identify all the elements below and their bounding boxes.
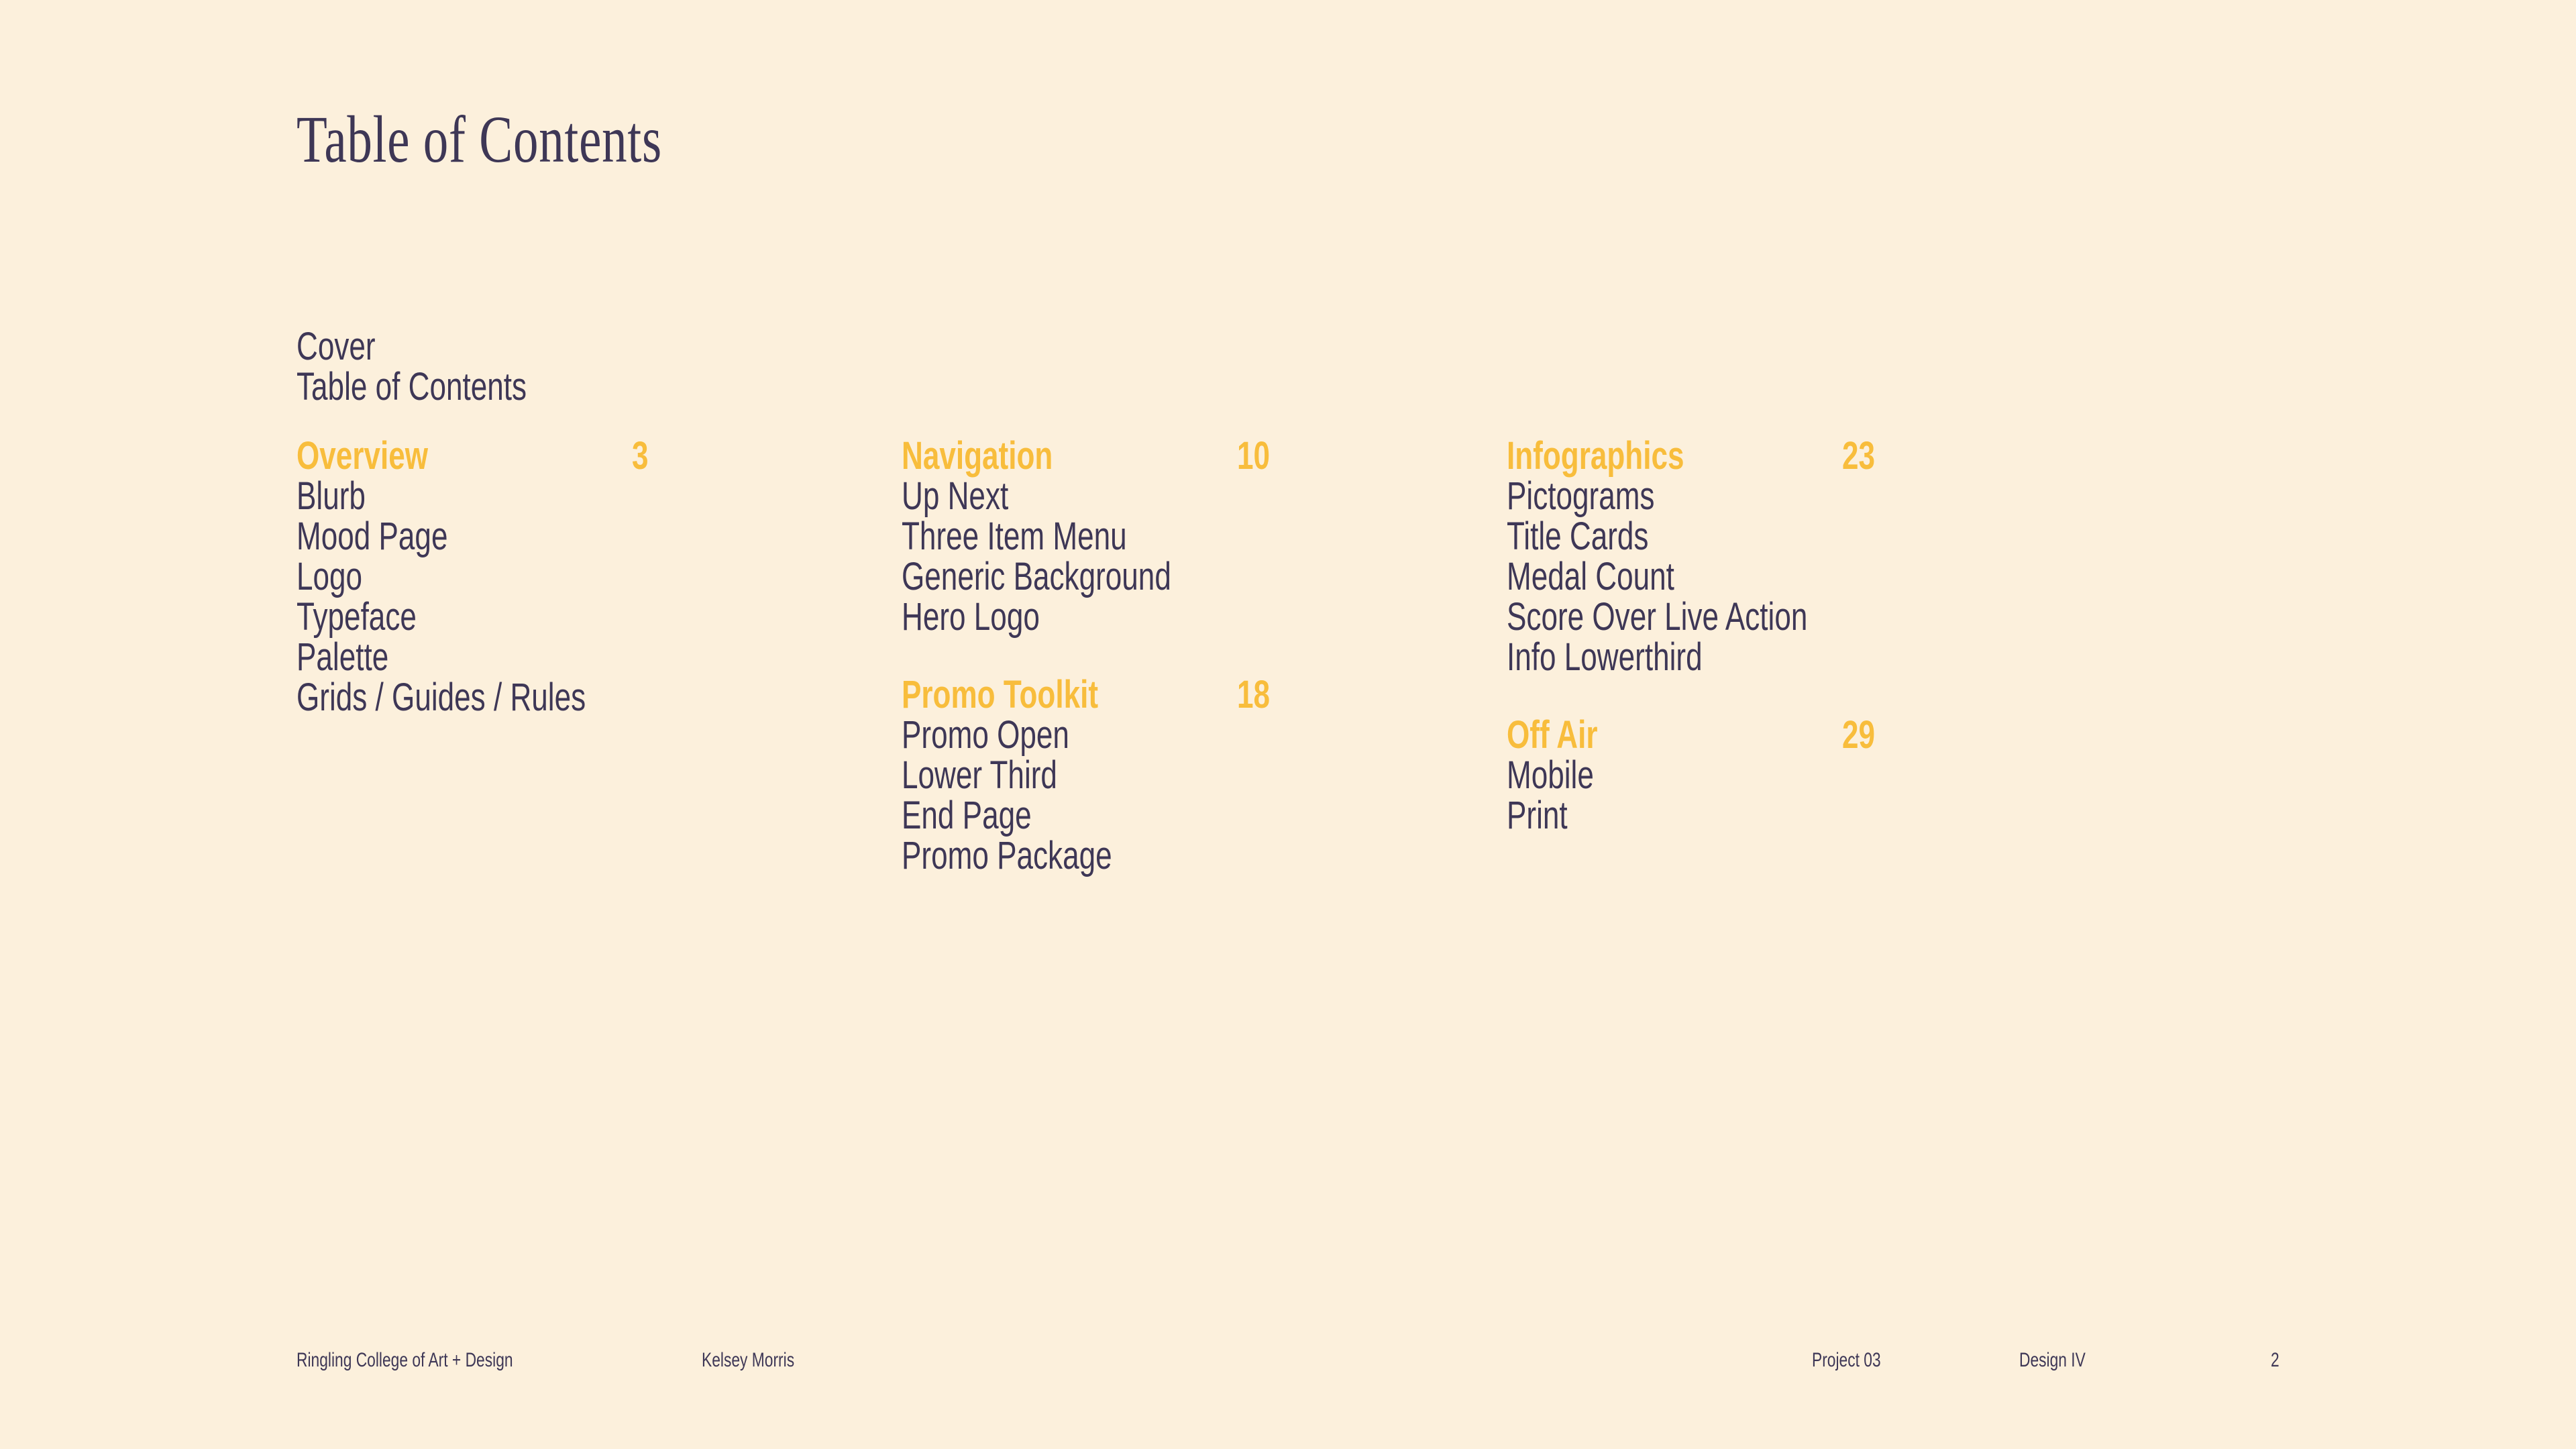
- page-title-text: Table of Contents: [297, 102, 662, 176]
- toc-intro-list: Cover Table of Contents: [297, 327, 599, 407]
- toc-entry: Three Item Menu: [902, 515, 1127, 558]
- toc-entry: Hero Logo: [902, 595, 1040, 639]
- toc-entry: Info Lowerthird: [1507, 635, 1703, 679]
- section-heading: Overview: [297, 434, 429, 478]
- toc-entry: Logo: [297, 555, 363, 598]
- toc-entry: Title Cards: [1507, 515, 1649, 558]
- toc-intro-item-cover: Cover: [297, 325, 376, 368]
- toc-entry: Palette: [297, 635, 389, 679]
- section-heading: Promo Toolkit: [902, 673, 1099, 716]
- toc-entry: Generic Background: [902, 555, 1171, 598]
- section-heading-row: Promo Toolkit 18: [902, 675, 1507, 715]
- toc-entry: Mobile: [1507, 753, 1594, 797]
- section-off-air: Off Air 29 Mobile Print: [1507, 715, 2112, 836]
- toc-column-1: Overview 3 Blurb Mood Page Logo Typeface…: [297, 436, 902, 718]
- toc-entry: Mood Page: [297, 515, 448, 558]
- section-heading-row: Infographics 23: [1507, 436, 2112, 476]
- toc-entry: Typeface: [297, 595, 417, 639]
- section-infographics: Infographics 23 Pictograms Title Cards M…: [1507, 436, 2112, 678]
- section-page-number: 10: [1237, 434, 1271, 478]
- toc-entry: Grids / Guides / Rules: [297, 676, 586, 719]
- toc-entry: Score Over Live Action: [1507, 595, 1808, 639]
- toc-entry: Blurb: [297, 474, 366, 518]
- footer-course: Design IV: [2019, 1349, 2086, 1371]
- section-page-number: 3: [632, 434, 649, 478]
- footer-page-number: 2: [2271, 1349, 2279, 1371]
- section-heading-row: Overview 3: [297, 436, 902, 476]
- toc-entry: Print: [1507, 794, 1568, 837]
- section-entries: Up Next Three Item Menu Generic Backgrou…: [902, 476, 1507, 637]
- section-heading: Off Air: [1507, 713, 1598, 757]
- section-page-number: 29: [1842, 713, 1876, 757]
- section-entries: Blurb Mood Page Logo Typeface Palette Gr…: [297, 476, 902, 718]
- section-page-number: 23: [1842, 434, 1876, 478]
- section-promo-toolkit: Promo Toolkit 18 Promo Open Lower Third …: [902, 675, 1507, 876]
- section-heading: Navigation: [902, 434, 1053, 478]
- section-entries: Promo Open Lower Third End Page Promo Pa…: [902, 715, 1507, 876]
- toc-entry: Promo Open: [902, 713, 1069, 757]
- page-title: Table of Contents: [297, 106, 784, 173]
- section-heading: Infographics: [1507, 434, 1684, 478]
- toc-entry: Promo Package: [902, 834, 1112, 877]
- toc-column-3: Infographics 23 Pictograms Title Cards M…: [1507, 436, 2112, 836]
- toc-entry: Up Next: [902, 474, 1009, 518]
- section-page-number: 18: [1237, 673, 1271, 716]
- toc-entry: Medal Count: [1507, 555, 1674, 598]
- toc-entry: Lower Third: [902, 753, 1057, 797]
- section-heading-row: Off Air 29: [1507, 715, 2112, 755]
- toc-column-2: Navigation 10 Up Next Three Item Menu Ge…: [902, 436, 1507, 876]
- section-entries: Pictograms Title Cards Medal Count Score…: [1507, 476, 2112, 678]
- toc-intro-item-table-of-contents: Table of Contents: [297, 365, 527, 409]
- footer-author: Kelsey Morris: [702, 1349, 795, 1371]
- section-overview: Overview 3 Blurb Mood Page Logo Typeface…: [297, 436, 902, 718]
- footer-institution: Ringling College of Art + Design: [297, 1349, 513, 1371]
- toc-entry: End Page: [902, 794, 1032, 837]
- section-entries: Mobile Print: [1507, 755, 2112, 836]
- section-navigation: Navigation 10 Up Next Three Item Menu Ge…: [902, 436, 1507, 637]
- toc-entry: Pictograms: [1507, 474, 1655, 518]
- footer-project: Project 03: [1812, 1349, 1881, 1371]
- section-heading-row: Navigation 10: [902, 436, 1507, 476]
